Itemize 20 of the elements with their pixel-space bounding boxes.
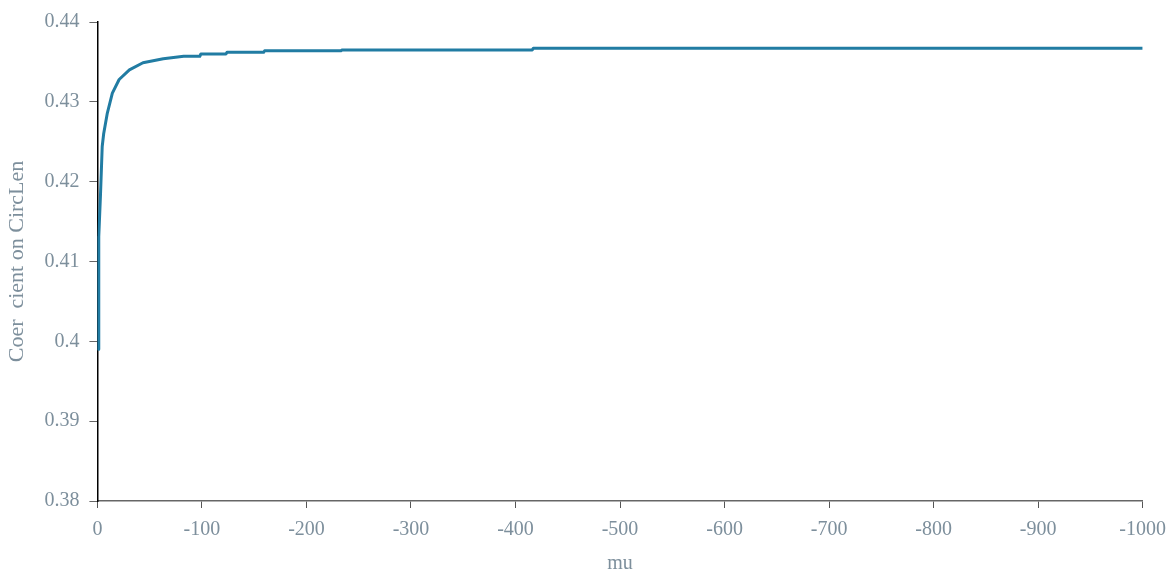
x-tick-label: -800 (915, 517, 952, 540)
y-tick-label: 0.44 (44, 9, 80, 32)
y-axis-title: Coer cient on CircLen (2, 160, 28, 363)
y-tick-label: 0.39 (44, 408, 80, 431)
x-tick-label: -500 (601, 517, 639, 540)
x-tick-label: -1000 (1119, 517, 1167, 540)
x-tick-label: -400 (497, 517, 534, 540)
x-tick-label: -200 (288, 517, 325, 540)
x-tick-label: -600 (706, 517, 743, 540)
y-tick-label: 0.4 (54, 328, 80, 351)
x-tick-label: 0 (92, 517, 103, 540)
y-tick-label: 0.43 (44, 89, 80, 112)
x-tick-label: -900 (1019, 517, 1057, 540)
y-tick-label: 0.42 (44, 168, 80, 191)
x-tick-label: -100 (183, 517, 221, 540)
x-axis-title: mu (607, 551, 633, 574)
y-tick-label: 0.38 (44, 488, 80, 511)
x-tick-label: -300 (392, 517, 430, 540)
y-tick-label: 0.41 (44, 248, 80, 271)
x-tick-label: -700 (810, 517, 848, 540)
